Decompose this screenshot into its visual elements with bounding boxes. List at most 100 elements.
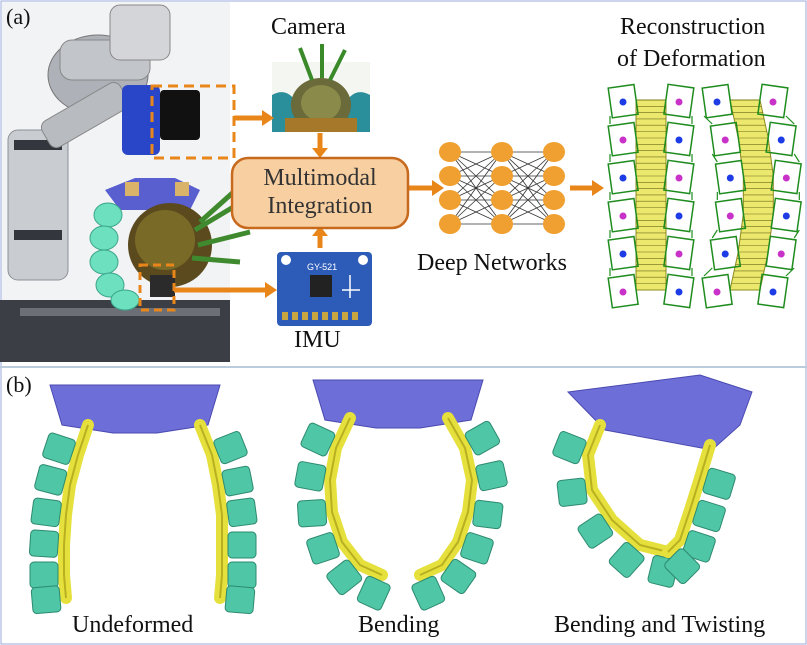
gripper-pad bbox=[29, 561, 59, 589]
marker-dot bbox=[721, 250, 729, 258]
gripper-pad bbox=[227, 531, 257, 559]
mesh-cell bbox=[701, 273, 733, 309]
mesh-cell bbox=[757, 273, 789, 309]
network-node bbox=[543, 166, 565, 186]
flow-arrows bbox=[174, 110, 604, 298]
mesh-cell bbox=[607, 273, 639, 309]
gripper-pad bbox=[356, 575, 391, 611]
gripper-pad bbox=[608, 541, 645, 578]
gripper-pad bbox=[440, 558, 477, 595]
mesh-cell bbox=[709, 121, 742, 157]
mesh-cell bbox=[663, 121, 695, 157]
network-node bbox=[543, 142, 565, 162]
caption-bending: Bending bbox=[358, 612, 440, 638]
integration-box bbox=[230, 156, 410, 230]
panel-a-tag: (a) bbox=[6, 4, 31, 29]
gripper-pad bbox=[556, 477, 588, 507]
caption-bending-twisting: Bending and Twisting bbox=[554, 612, 766, 638]
network-node bbox=[543, 214, 565, 234]
gripper-pad bbox=[221, 465, 254, 497]
mesh-cell bbox=[607, 197, 639, 233]
network-node bbox=[491, 214, 513, 234]
mesh-cell bbox=[757, 83, 789, 119]
mesh-cell bbox=[663, 235, 695, 271]
gripper-pad bbox=[28, 529, 60, 558]
gripper-pad bbox=[296, 499, 328, 528]
marker-dot bbox=[782, 212, 790, 220]
robot-arm-photo bbox=[0, 2, 251, 362]
marker-dot bbox=[675, 174, 683, 182]
gripper-pad bbox=[34, 464, 68, 496]
gripper-pad bbox=[294, 461, 327, 492]
marker-dot bbox=[721, 136, 729, 144]
gripper-head bbox=[566, 374, 753, 451]
gripper-pad bbox=[464, 420, 501, 456]
gripper-pad bbox=[411, 575, 446, 611]
network-node bbox=[491, 166, 513, 186]
neural-network-icon bbox=[439, 142, 565, 234]
gripper-pad bbox=[472, 499, 504, 530]
marker-dot bbox=[726, 174, 734, 182]
integration-text: Multimodal Integration bbox=[232, 164, 408, 220]
marker-dot bbox=[713, 288, 721, 296]
gripper-pad bbox=[213, 431, 248, 465]
mesh-cell bbox=[663, 197, 695, 233]
marker-dot bbox=[777, 136, 785, 144]
marker-dot bbox=[777, 250, 785, 258]
marker-dot bbox=[782, 174, 790, 182]
networks-label: Deep Networks bbox=[417, 250, 567, 276]
marker-dot bbox=[675, 98, 683, 106]
gripper-pad bbox=[300, 422, 336, 457]
gripper-pad bbox=[227, 561, 257, 589]
marker-dot bbox=[675, 212, 683, 220]
recon-line1: Reconstruction bbox=[620, 14, 766, 40]
recon-line2: of Deformation bbox=[617, 46, 766, 72]
marker-dot bbox=[619, 136, 627, 144]
gripper-pad bbox=[702, 467, 736, 500]
gripper-pad bbox=[224, 585, 256, 615]
gripper-pad bbox=[326, 559, 363, 596]
marker-dot bbox=[675, 250, 683, 258]
mesh-cell bbox=[607, 121, 639, 157]
imu-board-photo bbox=[277, 252, 372, 326]
mesh-cell bbox=[770, 197, 802, 233]
gripper-pad bbox=[664, 548, 701, 585]
integration-line1: Multimodal bbox=[263, 165, 377, 191]
gripper-pad bbox=[692, 499, 726, 533]
marker-dot bbox=[675, 288, 683, 296]
gripper-pad bbox=[226, 497, 258, 528]
mesh-cell bbox=[663, 273, 695, 309]
marker-dot bbox=[619, 212, 627, 220]
gripper-pad bbox=[460, 532, 494, 565]
mesh-cell bbox=[765, 235, 797, 271]
mesh-reconstruction bbox=[607, 83, 802, 309]
gripper-head bbox=[312, 379, 484, 429]
gripper-pad bbox=[306, 532, 340, 565]
mesh-cell bbox=[607, 83, 639, 119]
marker-dot bbox=[619, 250, 627, 258]
gripper-head bbox=[49, 384, 221, 434]
mesh-cell bbox=[607, 159, 639, 195]
marker-dot bbox=[675, 136, 683, 144]
camera-view-photo bbox=[272, 44, 370, 132]
imu-label: IMU bbox=[294, 327, 341, 353]
network-node bbox=[439, 190, 461, 210]
mesh-cell bbox=[765, 121, 797, 157]
marker-dot bbox=[726, 212, 734, 220]
mesh-cell bbox=[709, 235, 742, 271]
mesh-cell bbox=[663, 159, 695, 195]
panel-b-tag: (b) bbox=[6, 372, 32, 397]
marker-dot bbox=[713, 98, 721, 106]
gripper-photos bbox=[28, 374, 753, 615]
mesh-cell bbox=[770, 159, 802, 195]
mesh-cell bbox=[607, 235, 639, 271]
gripper-pad bbox=[30, 497, 62, 528]
network-node bbox=[491, 142, 513, 162]
mesh-cell bbox=[701, 83, 733, 119]
marker-dot bbox=[619, 98, 627, 106]
mesh-cell bbox=[663, 83, 695, 119]
marker-dot bbox=[619, 174, 627, 182]
marker-dot bbox=[769, 288, 777, 296]
